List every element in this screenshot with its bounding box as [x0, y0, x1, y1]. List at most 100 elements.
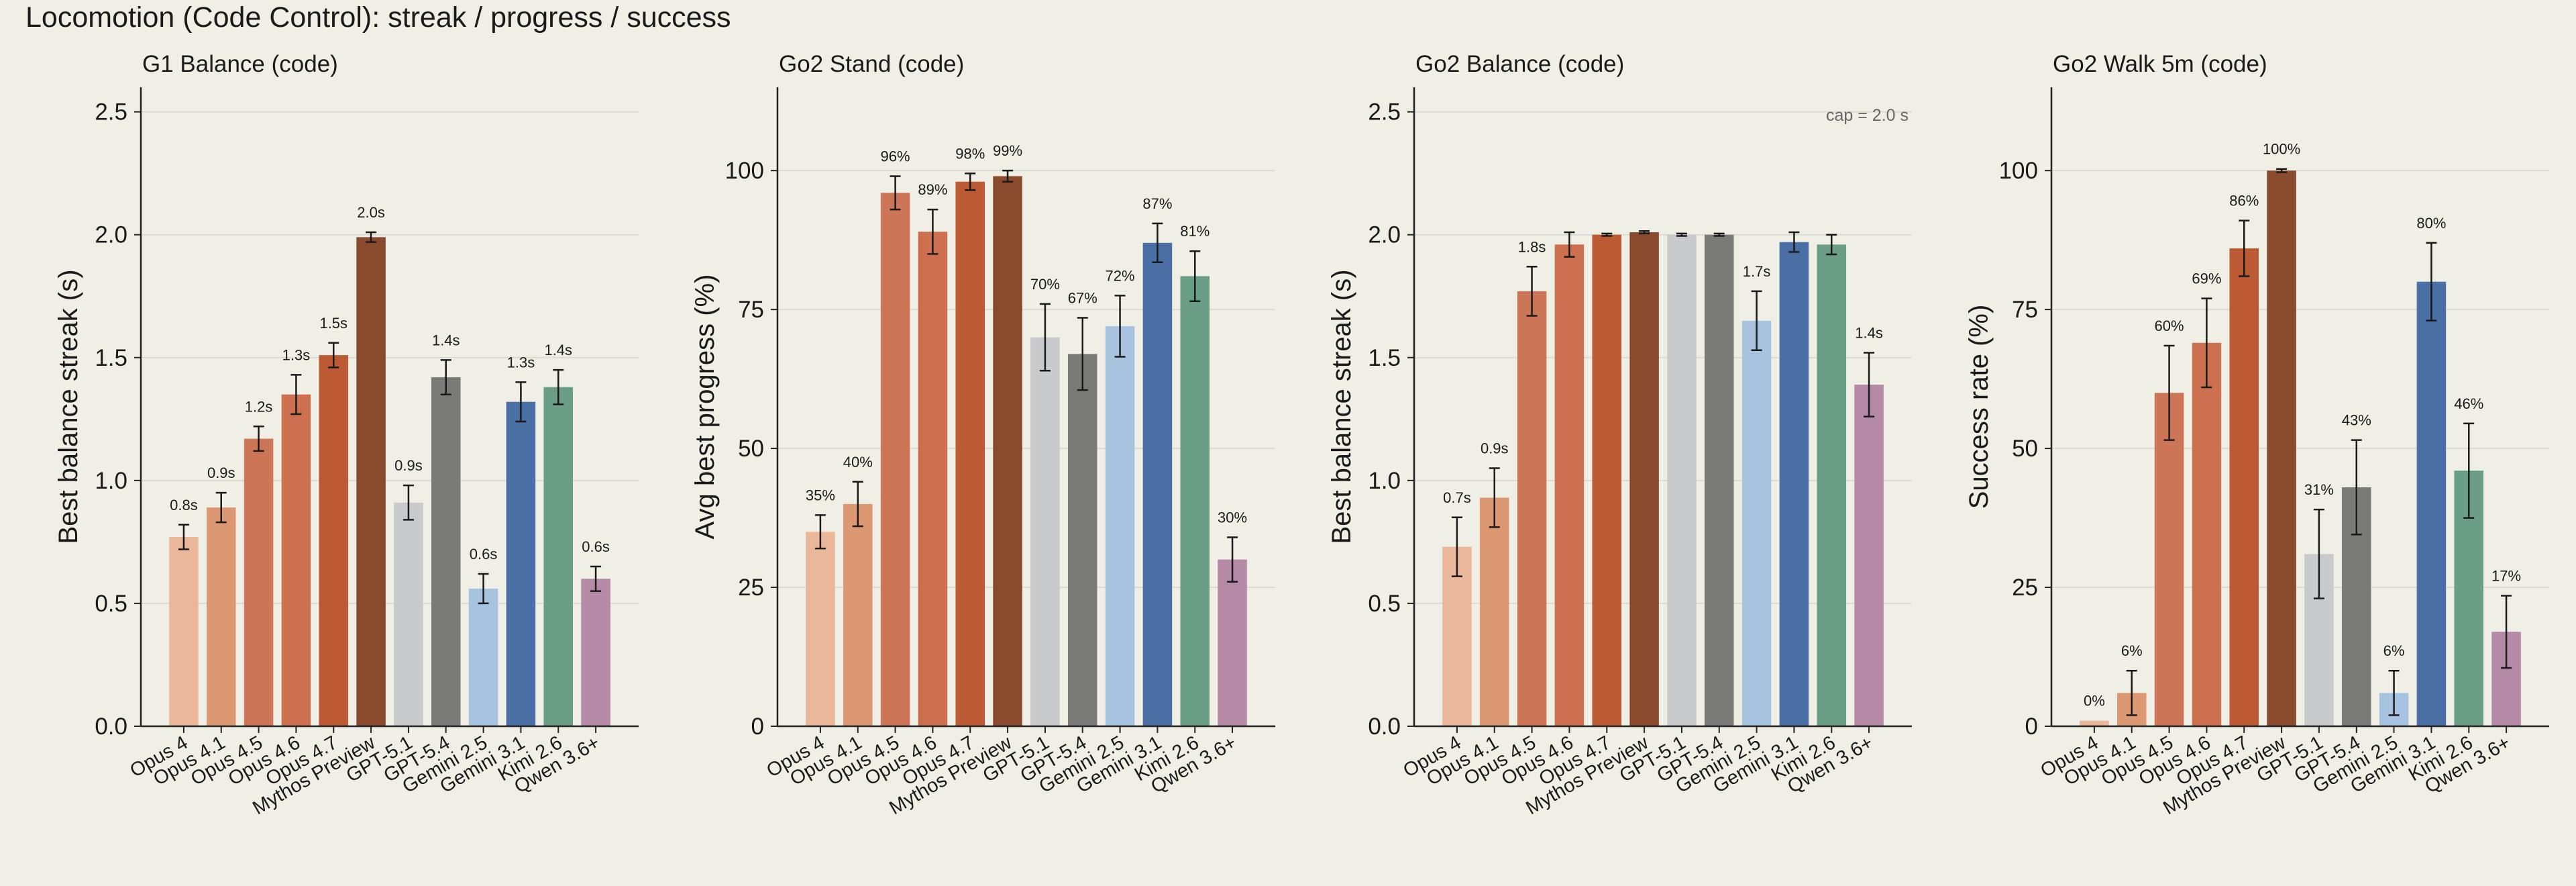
y-tick-label: 0.5 [95, 591, 127, 617]
data-label: 6% [2121, 642, 2143, 659]
data-label: 89% [918, 181, 947, 198]
y-tick-label: 25 [2012, 575, 2038, 601]
bar [806, 532, 835, 726]
y-axis-ticks: 0 25 50 75 100 [1999, 158, 2051, 740]
data-label: 1.2s [245, 398, 273, 415]
data-label: 1.4s [432, 332, 460, 348]
y-axis-label: Avg best progress (%) [690, 275, 720, 540]
x-tick-label: Opus 4.7 [2173, 732, 2252, 790]
x-tick-label: Mythos Preview [2159, 732, 2290, 820]
y-axis-ticks: 0 25 50 75 100 [725, 158, 777, 740]
x-tick-label: GPT-5.1 [1616, 732, 1690, 787]
data-label: 87% [1142, 195, 1172, 212]
data-label: 0.9s [207, 464, 235, 481]
data-label: 46% [2454, 395, 2483, 412]
data-label: 86% [2229, 193, 2259, 209]
x-tick-label: Opus 4.5 [2098, 732, 2177, 790]
bar [169, 537, 199, 726]
data-label: 1.4s [1855, 324, 1883, 341]
bar [918, 232, 948, 727]
x-tick-label: Kimi 2.6 [1768, 732, 1839, 785]
bar [394, 502, 423, 726]
x-tick-label: GPT-5.4 [1654, 732, 1727, 787]
y-tick-label: 100 [1999, 158, 2038, 184]
data-label: 99% [993, 142, 1022, 159]
data-label: 100% [2263, 141, 2300, 158]
x-tick-label: Gemini 3.1 [436, 732, 528, 797]
bar [2454, 471, 2484, 726]
error-bars [814, 169, 1238, 583]
data-label: 60% [2155, 317, 2184, 334]
bar [1517, 291, 1547, 726]
y-axis-label: Best balance streak (s) [1327, 269, 1356, 544]
bar [2192, 342, 2222, 726]
data-label: 0.6s [582, 538, 610, 555]
data-label: 80% [2416, 215, 2446, 232]
bar [356, 237, 386, 726]
x-tick-label: Opus 4.1 [150, 732, 229, 790]
y-tick-label: 1.5 [1368, 345, 1401, 371]
y-tick-label: 2.0 [1368, 222, 1401, 248]
data-label: 0% [2084, 693, 2105, 709]
error-bars [2126, 168, 2512, 716]
data-label: 17% [2491, 567, 2521, 584]
y-tick-label: 0.0 [95, 713, 127, 740]
data-label: 1.4s [544, 342, 572, 358]
x-tick-label: Gemini 2.5 [1036, 732, 1128, 797]
data-label: 69% [2192, 270, 2221, 287]
bar [1554, 244, 1585, 726]
y-tick-label: 2.5 [95, 99, 127, 126]
bar [206, 507, 236, 726]
y-axis-label: Success rate (%) [1964, 305, 1994, 509]
bar [1105, 326, 1135, 726]
figure-title: Locomotion (Code Control): streak / prog… [25, 1, 731, 34]
x-tick-label: Qwen 3.6+ [511, 732, 603, 797]
data-label: 1.8s [1518, 238, 1546, 255]
bar [1142, 242, 1173, 727]
x-tick-label: Kimi 2.6 [1131, 732, 1203, 785]
x-tick-label: Mythos Preview [885, 732, 1016, 820]
x-tick-label: GPT-5.1 [343, 732, 417, 787]
bar [1592, 234, 1622, 726]
data-label: 1.3s [507, 354, 535, 371]
y-tick-label: 0.5 [1368, 591, 1401, 617]
x-tick-label: Opus 4.6 [861, 732, 941, 790]
x-tick-label: Opus 4 [763, 732, 828, 781]
y-tick-label: 2.0 [95, 222, 127, 248]
bar [1629, 232, 1659, 726]
bar [543, 387, 574, 726]
x-tick-label: Opus 4.1 [1423, 732, 1502, 790]
data-label: 35% [806, 487, 835, 503]
data-label: 70% [1030, 276, 1060, 293]
data-label: 43% [2342, 412, 2371, 429]
bar [1180, 276, 1210, 726]
data-label: 1.5s [319, 315, 347, 332]
y-axis-ticks: 0.0 0.5 1.0 1.5 2.0 2.5 [1368, 99, 1414, 740]
error-bars [1451, 230, 1875, 577]
panel-title: G1 Balance (code) [142, 51, 338, 77]
x-tick-label: Kimi 2.6 [494, 732, 566, 785]
y-tick-label: 0 [751, 713, 764, 740]
x-tick-label: Mythos Preview [1522, 732, 1652, 820]
x-tick-label: Qwen 3.6+ [1147, 732, 1240, 797]
data-label: 96% [881, 148, 910, 164]
bar [2379, 693, 2409, 726]
x-tick-label: GPT-5.1 [2253, 732, 2327, 787]
x-tick-label: GPT-5.4 [2291, 732, 2365, 787]
y-tick-label: 75 [2012, 297, 2038, 323]
bar [431, 377, 461, 726]
bar [581, 579, 610, 726]
data-label: 98% [955, 145, 985, 162]
x-tick-label: Opus 4.7 [262, 732, 341, 790]
y-tick-label: 1.0 [95, 468, 127, 494]
bar [1667, 234, 1697, 726]
bar [1741, 320, 1772, 726]
bar [319, 355, 349, 726]
bar [2116, 693, 2147, 726]
gridlines [777, 170, 1275, 727]
x-tick-label: Gemini 2.5 [399, 732, 491, 797]
bar [843, 503, 873, 726]
